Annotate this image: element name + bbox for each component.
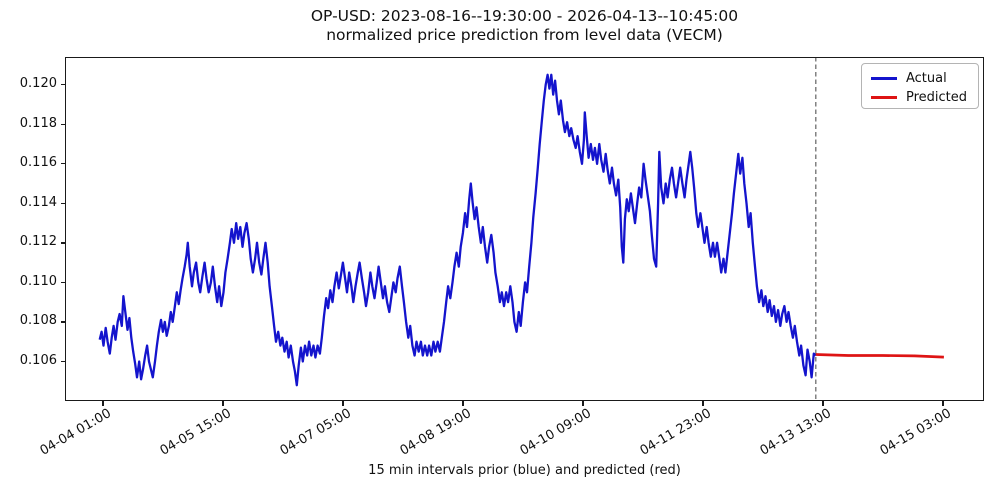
y-tick [60,360,65,363]
y-tick [60,123,65,125]
x-tick [462,401,464,406]
x-tick [942,401,944,406]
predicted-line-swatch [871,96,897,99]
y-tick [60,321,65,323]
actual-line-swatch [871,77,897,80]
y-tick [60,281,65,284]
legend: Actual Predicted [861,63,979,109]
x-tick [102,401,104,406]
legend-label-actual: Actual [906,70,947,86]
y-tick-label: 0.118 [19,115,57,131]
y-tick-label: 0.120 [19,76,57,92]
y-tick [60,202,65,204]
chart-title-line2: normalized price prediction from level d… [326,26,723,44]
predicted-line [815,353,944,359]
y-tick [60,163,65,165]
x-tick [822,401,824,406]
x-tick [702,401,704,406]
y-tick-label: 0.108 [19,313,57,329]
x-tick-label: 04-05 15:00 [157,406,234,459]
chart-title: OP-USD: 2023-08-16--19:30:00 - 2026-04-1… [65,7,984,45]
x-tick-label: 04-10 09:00 [517,406,594,459]
legend-entry-actual: Actual [871,70,978,87]
x-tick [222,401,224,406]
y-tick-label: 0.110 [19,273,57,289]
x-tick-label: 04-15 03:00 [877,406,954,459]
x-tick-label: 04-13 13:00 [757,406,834,459]
x-tick [342,401,344,406]
x-axis-label: 15 min intervals prior (blue) and predic… [368,463,681,478]
chart-title-line1: OP-USD: 2023-08-16--19:30:00 - 2026-04-1… [310,7,739,25]
plot-canvas [98,57,944,401]
x-tick-label: 04-04 01:00 [37,406,114,459]
x-tick [582,401,584,406]
x-tick-label: 04-08 19:00 [397,406,474,459]
x-tick-label: 04-11 23:00 [637,406,714,459]
legend-entry-predicted: Predicted [871,89,978,106]
y-tick-label: 0.114 [19,194,57,210]
y-tick [60,84,65,86]
x-tick-label: 04-07 05:00 [277,406,354,459]
y-tick-label: 0.106 [19,352,57,368]
y-tick-label: 0.116 [19,155,57,171]
actual-line [98,73,817,387]
y-tick [60,242,65,244]
y-tick-label: 0.112 [19,234,57,250]
legend-label-predicted: Predicted [906,89,968,105]
